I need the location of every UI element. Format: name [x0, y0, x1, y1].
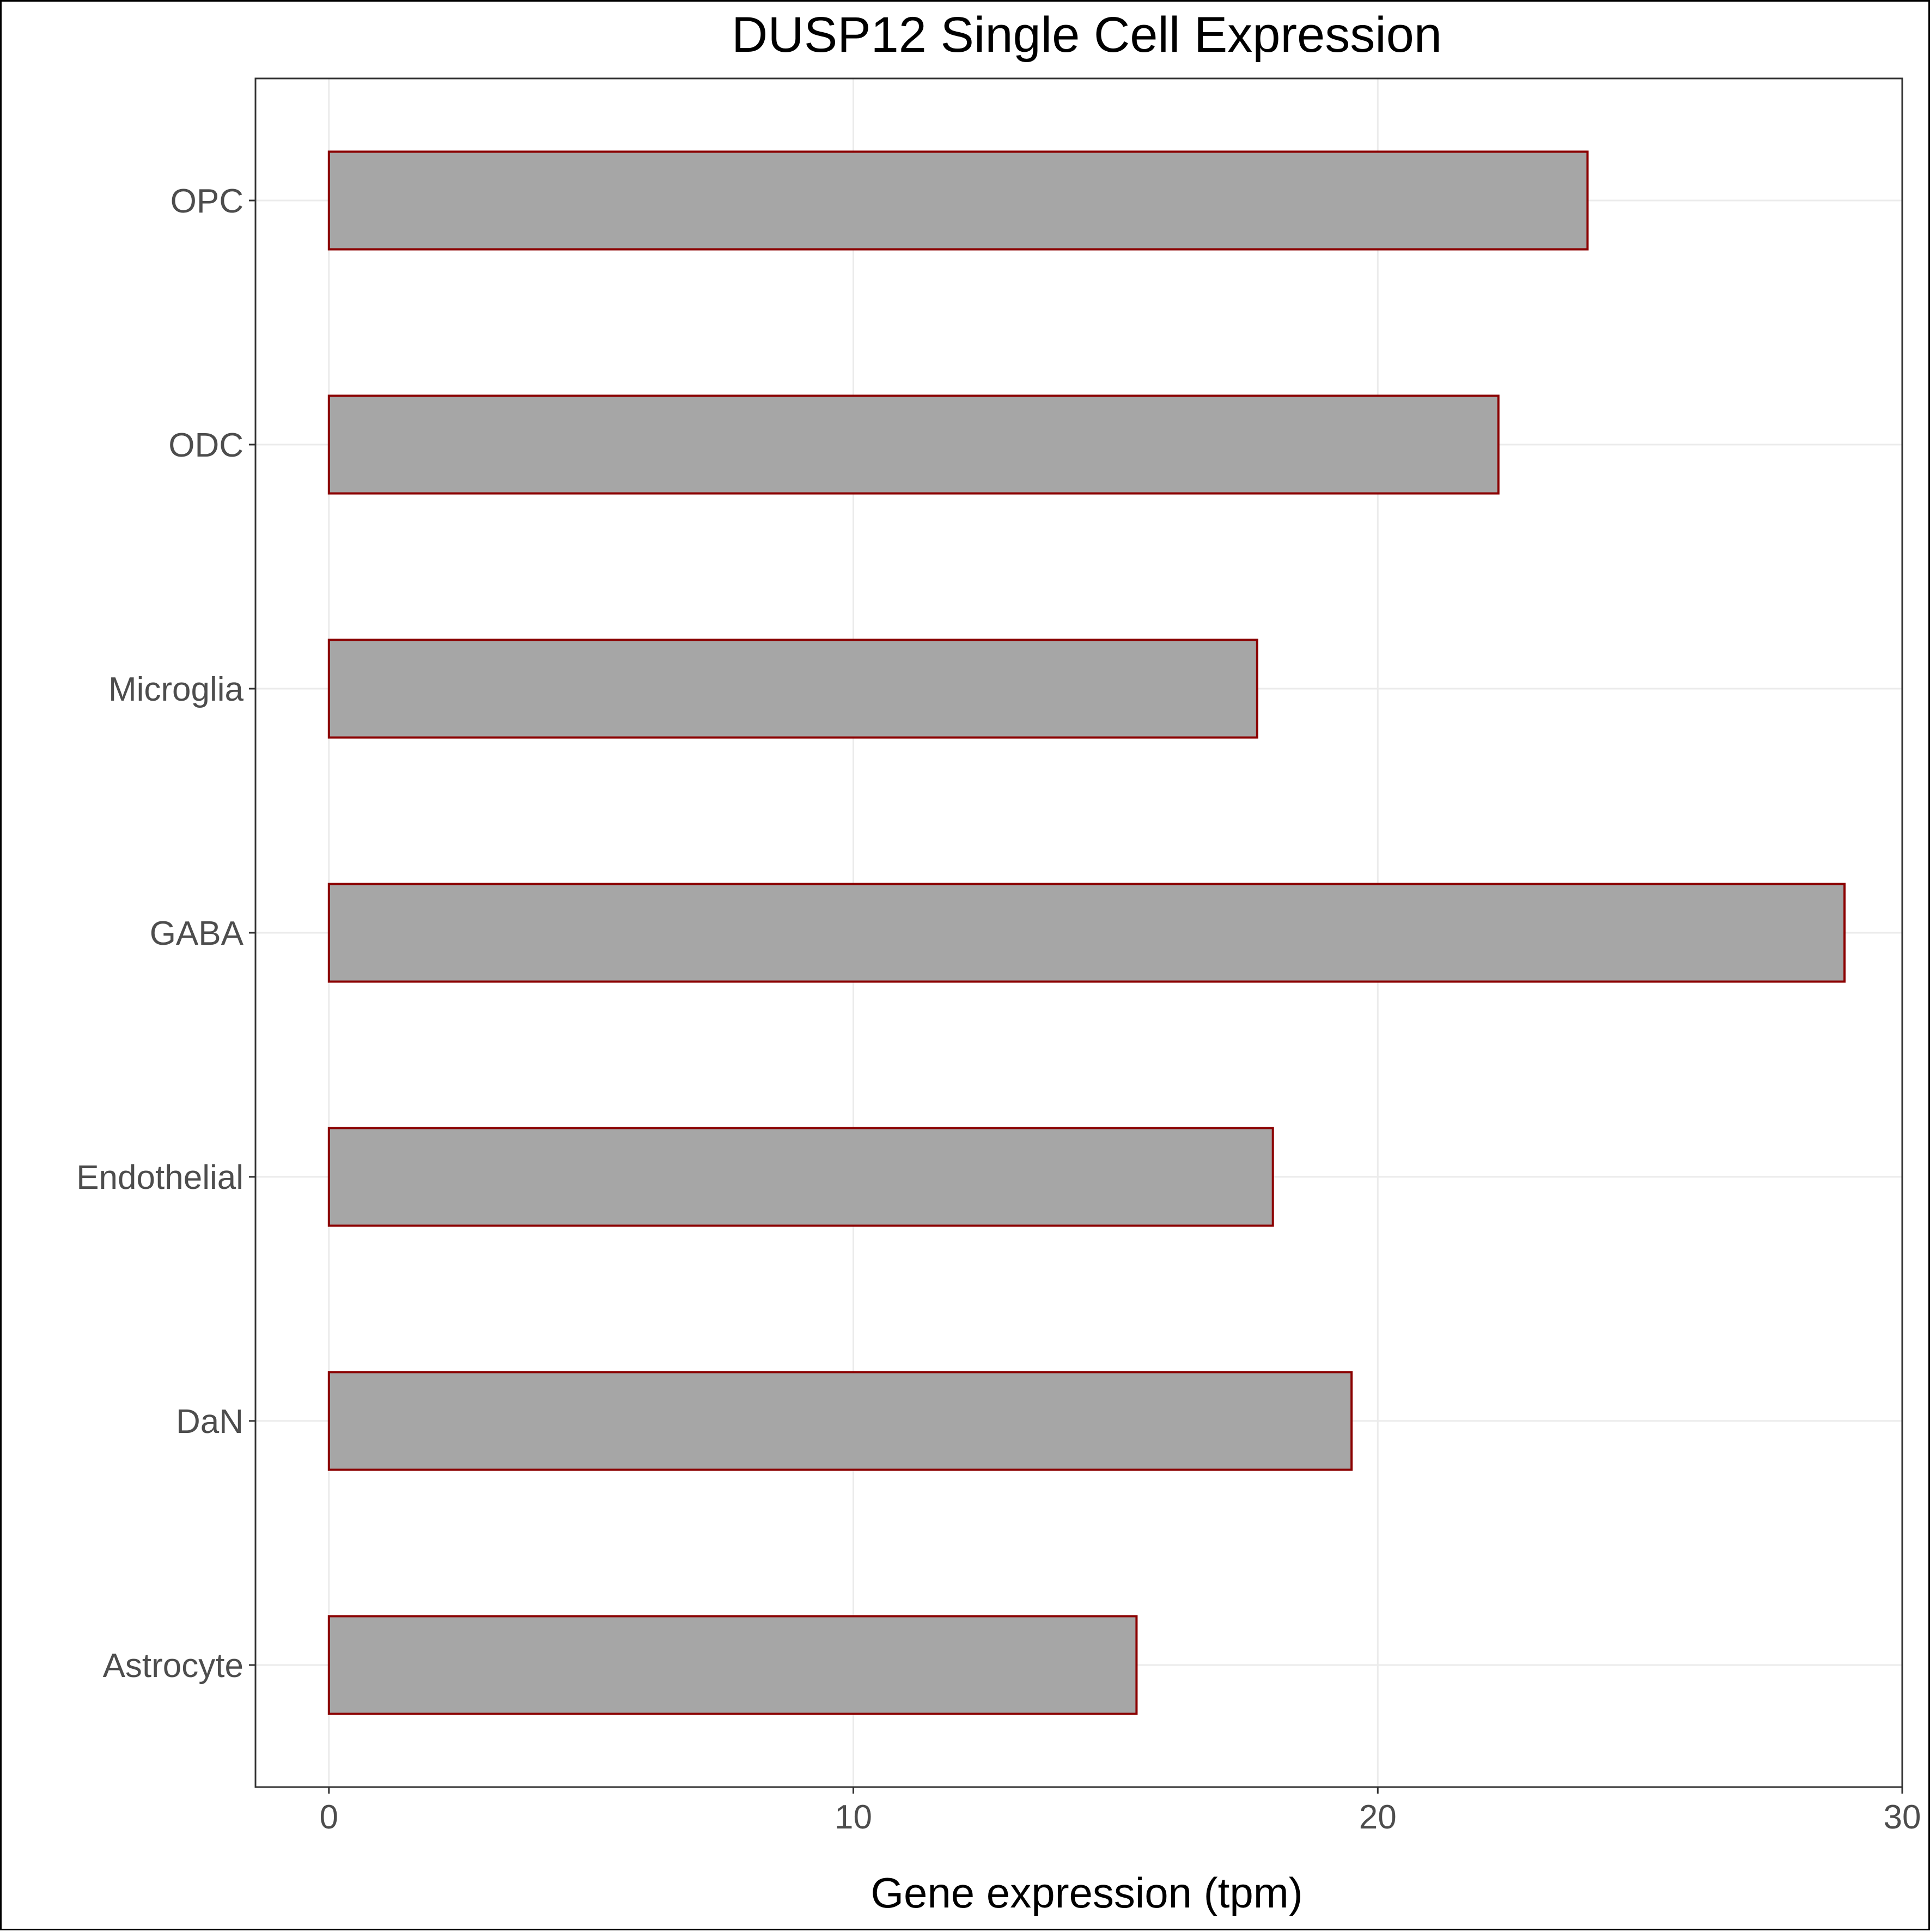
bar-astrocyte	[327, 1615, 1138, 1715]
x-tick-label: 0	[320, 1799, 338, 1836]
axis-ticks: 0 10 20 30 Astrocyte DaN Endothelial GABA Microg…	[76, 183, 1921, 1836]
y-tick-label: Endothelial	[76, 1159, 243, 1196]
y-tick-label: DaN	[176, 1403, 243, 1441]
bar-dan	[327, 1371, 1353, 1471]
x-tick-label: 10	[835, 1799, 872, 1836]
chart-title: DUSP12 Single Cell Expression	[732, 7, 1442, 63]
y-tick-label: Astrocyte	[103, 1647, 243, 1685]
y-tick-label: Microglia	[108, 671, 244, 708]
y-tick-label: OPC	[171, 183, 243, 220]
bar-endothelial	[327, 1127, 1274, 1227]
bar-microglia	[327, 639, 1258, 739]
bar-gaba	[327, 883, 1846, 983]
bar-odc	[327, 394, 1500, 495]
bars	[327, 150, 1846, 1715]
y-tick-label: ODC	[168, 427, 243, 464]
x-axis-title: Gene expression (tpm)	[870, 1869, 1302, 1917]
bar-opc	[327, 150, 1589, 251]
x-tick-label: 20	[1359, 1799, 1397, 1836]
y-tick-label: GABA	[150, 915, 244, 952]
x-tick-label: 30	[1884, 1799, 1921, 1836]
